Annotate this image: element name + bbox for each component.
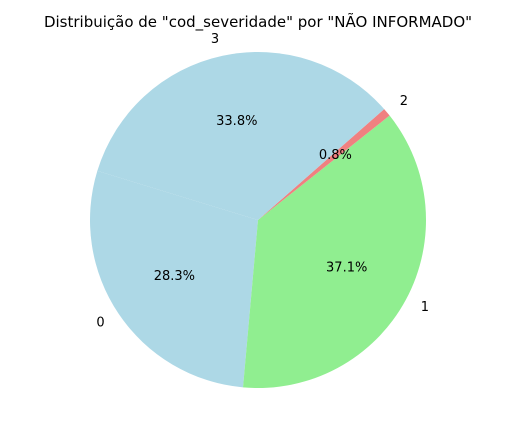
- slice-label-3: 3: [211, 32, 219, 47]
- pct-label-3: 33.8%: [216, 114, 257, 129]
- slices-layer: [89, 52, 426, 388]
- pie-slice-2: [258, 109, 390, 220]
- slice-label-1: 1: [421, 300, 429, 315]
- slice-label-2: 2: [400, 94, 408, 109]
- pie-slice-0: [89, 170, 258, 388]
- slice-label-0: 0: [96, 316, 104, 331]
- pie-slice-3: [97, 52, 385, 220]
- pct-label-2: 0.8%: [319, 148, 352, 163]
- pct-label-0: 28.3%: [154, 269, 195, 284]
- pie-slice-1: [243, 115, 426, 388]
- labels-layer: 0 28.3% 1 37.1% 2 0.8% 3 33.8%: [96, 32, 429, 331]
- chart-title: Distribuição de "cod_severidade" por "NÃ…: [44, 12, 472, 32]
- pct-label-1: 37.1%: [326, 260, 367, 275]
